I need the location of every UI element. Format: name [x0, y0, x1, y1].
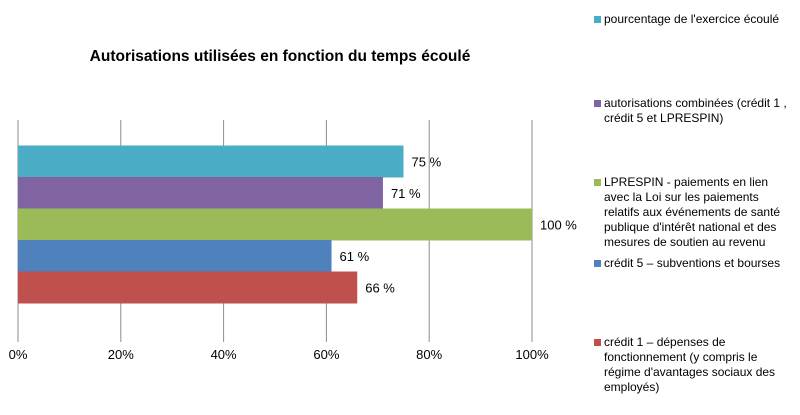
legend-label: crédit 5 – subventions et bourses: [604, 256, 781, 270]
bars: [18, 145, 532, 304]
legend-item: autorisations combinées (crédit 1 , créd…: [594, 96, 794, 126]
bar: [18, 271, 358, 304]
x-tick-label: 100%: [515, 347, 549, 362]
legend-label: pourcentage de l'exercice écoulé: [604, 12, 780, 26]
legend-label: autorisations combinées (crédit 1 , créd…: [604, 96, 787, 125]
legend-swatch: [594, 16, 601, 23]
chart-title: Autorisations utilisées en fonction du t…: [89, 48, 471, 65]
legend-item: crédit 1 – dépenses de fonctionnement (y…: [594, 335, 794, 395]
bar: [18, 240, 332, 272]
legend-swatch: [594, 179, 601, 186]
legend-item: LPRESPIN - paiements en lien avec la Loi…: [594, 175, 794, 250]
data-label: 61 %: [340, 249, 370, 264]
x-tick-label: 0%: [9, 347, 28, 362]
legend-label: LPRESPIN - paiements en lien avec la Loi…: [604, 175, 781, 249]
x-tick-label: 20%: [108, 347, 134, 362]
bar: [18, 177, 383, 209]
legend-label: crédit 1 – dépenses de fonctionnement (y…: [604, 335, 776, 394]
bar: [18, 208, 532, 241]
bar-chart: 75 % 71 % 100 % 61 % 66 % 0% 20% 40% 60% 80% 100%: [9, 120, 578, 362]
legend-item: crédit 5 – subventions et bourses: [594, 256, 794, 271]
x-axis-ticks: 0% 20% 40% 60% 80% 100%: [9, 347, 549, 362]
x-tick-label: 60%: [313, 347, 339, 362]
legend-swatch: [594, 100, 601, 107]
data-label: 75 %: [412, 155, 442, 170]
data-label: 71 %: [391, 186, 421, 201]
legend-item: pourcentage de l'exercice écoulé: [594, 12, 794, 27]
data-label: 100 %: [540, 218, 577, 233]
data-labels: 75 % 71 % 100 % 61 % 66 %: [340, 155, 578, 296]
x-tick-label: 40%: [211, 347, 237, 362]
x-tick-label: 80%: [416, 347, 442, 362]
bar: [18, 145, 404, 178]
legend-swatch: [594, 339, 601, 346]
data-label: 66 %: [365, 281, 395, 296]
legend-swatch: [594, 260, 601, 267]
